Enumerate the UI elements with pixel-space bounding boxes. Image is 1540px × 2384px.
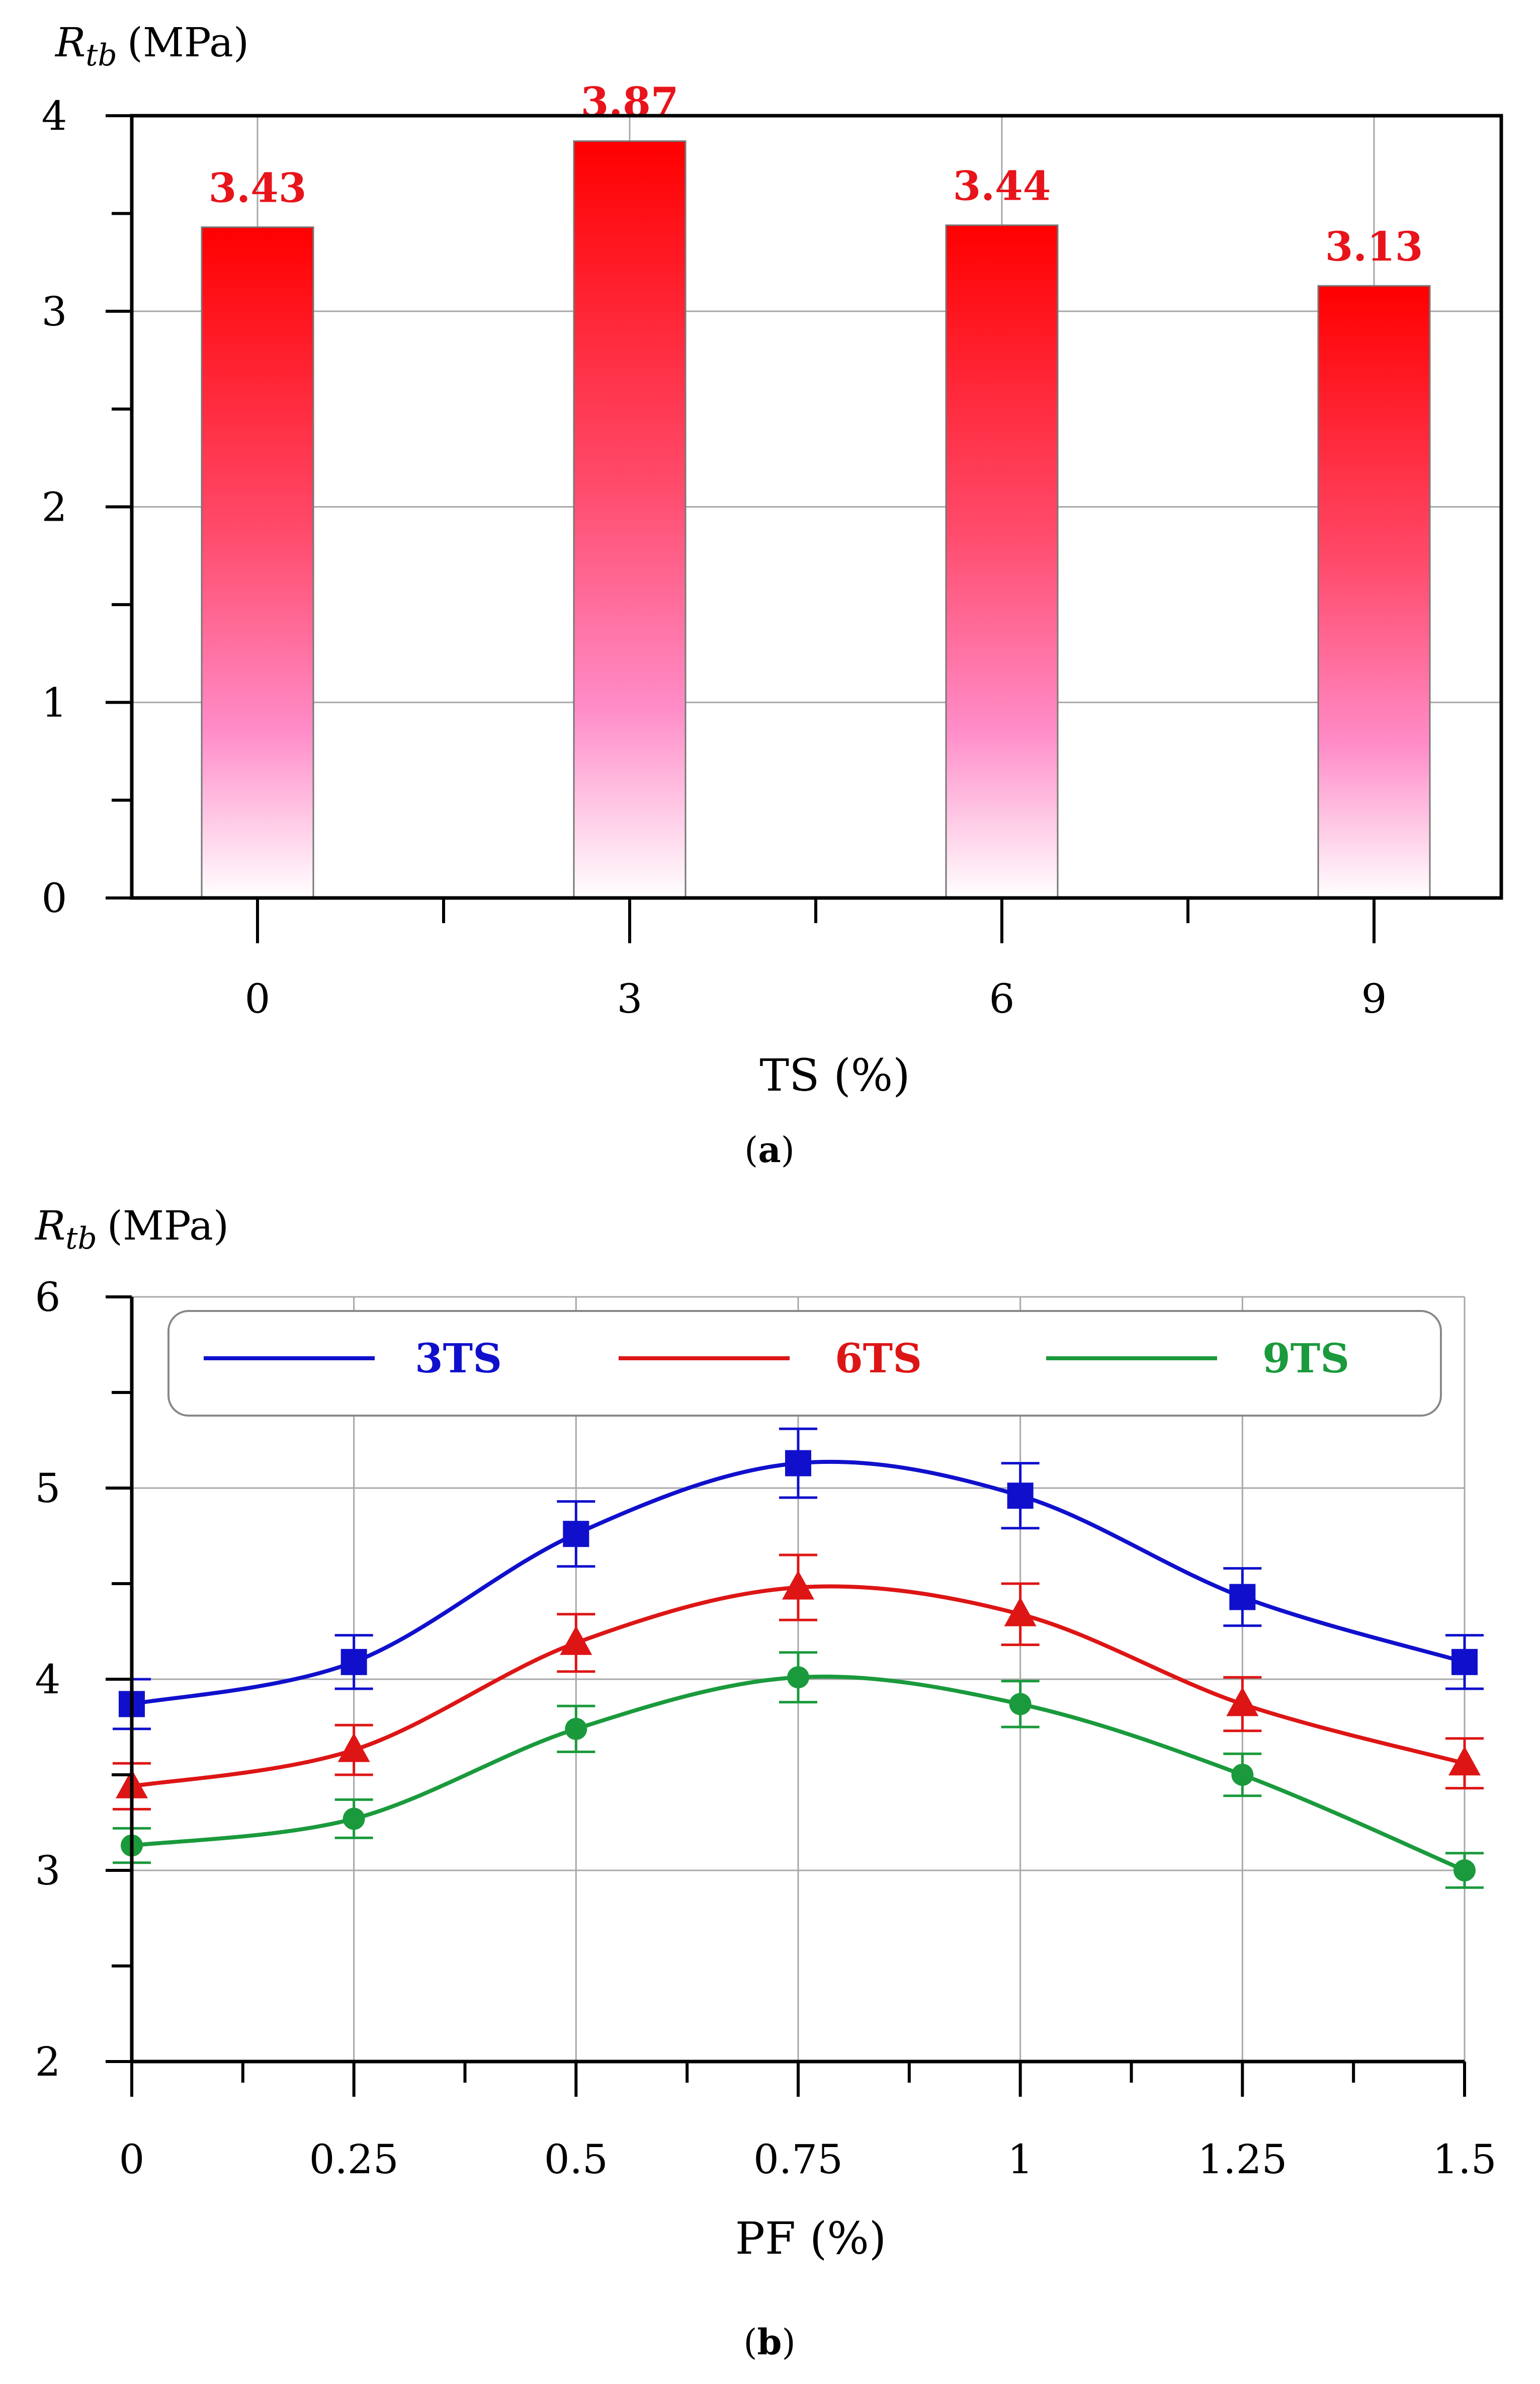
panel-letter-a: a	[758, 1129, 781, 1171]
x-tick-label-b: 0.5	[544, 2136, 608, 2183]
y-tick-label-b: 4	[35, 1656, 61, 1703]
data-label-3: 3.87	[581, 78, 679, 126]
point-9TS	[1009, 1693, 1032, 1715]
y-axis-a: 0 1 2 3 4	[42, 93, 132, 922]
legend-label-3ts: 3TS	[415, 1335, 502, 1382]
bar-6	[945, 224, 1059, 899]
y-title-symbol-b: R	[34, 1202, 65, 1249]
legend-label-9ts: 9TS	[1262, 1335, 1349, 1382]
point-6TS	[560, 1625, 592, 1655]
point-9TS	[343, 1807, 365, 1830]
data-label-6: 3.44	[953, 162, 1051, 210]
point-3TS	[1451, 1649, 1478, 1675]
y-axis-b: 2 3 4 5 6	[35, 1274, 132, 2085]
y-tick-label-b: 3	[35, 1847, 61, 1894]
point-3TS	[340, 1649, 367, 1675]
legend-box	[167, 1310, 1442, 1417]
y-title-sub-a: tb	[85, 38, 117, 73]
x-axis-title-b: PF (%)	[735, 2212, 887, 2264]
point-6TS	[1448, 1746, 1481, 1776]
x-tick-label-a: 0	[245, 975, 271, 1022]
x-tick-label-b: 0	[119, 2136, 145, 2183]
y-tick-label-b: 6	[35, 1274, 61, 1321]
chart-b: 2 3 4 5 6 0 0.25 0.5 0.75 1 1.25 1.5 3TS 6TS 9TS R…	[34, 1202, 1497, 2363]
x-tick-label-a: 3	[617, 975, 643, 1022]
point-6TS	[782, 1570, 814, 1600]
point-3TS	[1007, 1483, 1034, 1509]
grid-a	[132, 116, 1501, 898]
x-axis-b: 0 0.25 0.5 0.75 1 1.25 1.5	[119, 2062, 1497, 2183]
y-tick-label-a: 3	[42, 288, 67, 335]
y-axis-title-b: Rtb (MPa)	[34, 1202, 229, 1256]
x-tick-label-a: 6	[989, 975, 1015, 1022]
point-3TS	[1229, 1584, 1256, 1610]
x-tick-label-b: 1.25	[1197, 2136, 1287, 2183]
series-b	[113, 1427, 1484, 1889]
x-tick-label-a: 9	[1361, 975, 1387, 1022]
point-3TS	[563, 1521, 589, 1547]
y-title-sub-b: tb	[65, 1221, 97, 1256]
x-tick-label-b: 0.25	[309, 2136, 399, 2183]
panel-letter-b: b	[757, 2321, 782, 2363]
x-tick-label-b: 1	[1007, 2136, 1033, 2183]
y-tick-label-b: 2	[35, 2038, 61, 2085]
y-title-symbol-a: R	[54, 19, 85, 66]
data-label-9: 3.13	[1325, 223, 1423, 270]
chart-a: 3.43 3.87 3.44 3.13 0 1 2 3 4 0 3 6 9 Rtb (MPa) TS …	[42, 19, 1503, 1171]
y-tick-label-a: 1	[42, 679, 67, 726]
y-tick-label-b: 5	[35, 1465, 61, 1512]
y-tick-label-a: 4	[42, 93, 67, 139]
x-tick-label-b: 0.75	[753, 2136, 843, 2183]
panel-label-a: (a)	[744, 1129, 795, 1171]
legend-label-6ts: 6TS	[835, 1335, 922, 1382]
point-9TS	[565, 1717, 587, 1740]
y-title-unit-a: (MPa)	[127, 19, 249, 66]
y-tick-label-a: 2	[42, 484, 67, 531]
x-axis-title-a: TS (%)	[759, 1049, 910, 1101]
bars-a: 3.43 3.87 3.44 3.13	[201, 78, 1431, 899]
legend: 3TS 6TS 9TS	[167, 1310, 1442, 1417]
point-6TS	[1226, 1687, 1259, 1716]
bar-0	[201, 226, 314, 899]
point-9TS	[1453, 1859, 1476, 1881]
panel-label-b: (b)	[743, 2321, 796, 2363]
y-title-unit-b: (MPa)	[107, 1202, 229, 1249]
series-9TS	[113, 1651, 1484, 1889]
bar-3	[573, 140, 687, 899]
point-6TS	[337, 1733, 370, 1762]
y-axis-title-a: Rtb (MPa)	[54, 19, 249, 73]
point-9TS	[787, 1666, 809, 1689]
y-tick-label-a: 0	[42, 875, 67, 922]
data-label-0: 3.43	[209, 165, 307, 212]
point-6TS	[1004, 1597, 1037, 1626]
x-tick-label-b: 1.5	[1432, 2136, 1496, 2183]
bar-9	[1317, 285, 1431, 899]
series-6TS	[113, 1553, 1484, 1811]
point-3TS	[785, 1450, 811, 1476]
point-9TS	[1231, 1764, 1254, 1786]
x-axis-a: 0 3 6 9	[245, 898, 1387, 1022]
